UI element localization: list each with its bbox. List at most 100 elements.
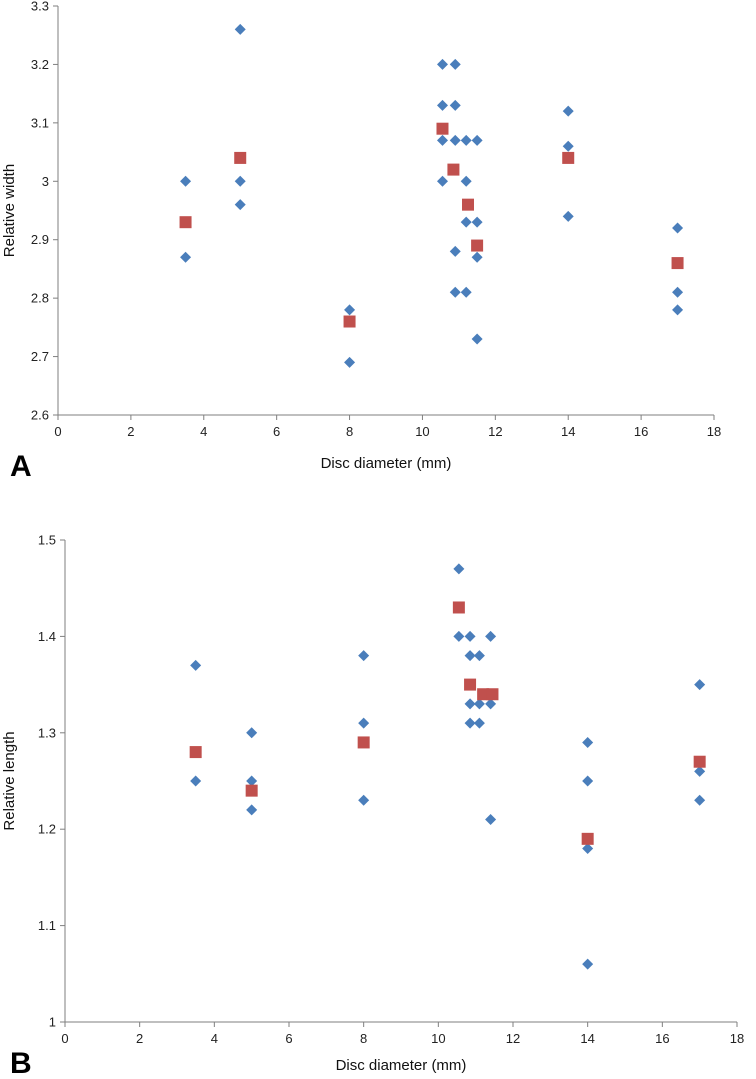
chart-b-x-axis-label: Disc diameter (mm) (336, 1057, 467, 1074)
chart-b-point-individual (694, 765, 706, 777)
chart-a-y-tick-label: 3.1 (31, 115, 49, 130)
chart-a-point-individual (449, 134, 461, 146)
chart-b-point-individual (485, 630, 497, 642)
chart-a-point-individual (180, 175, 192, 187)
chart-a: 0 2 4 6 8 10 12 14 16 18 2.6 2.7 2.8 2.9 3 3.1 3.2 3.3 Dis… (1, 0, 721, 483)
chart-b-y-tick-label: 1.1 (38, 918, 56, 933)
chart-b-x-tick-label: 14 (580, 1031, 594, 1046)
chart-a-point-mean (462, 198, 474, 211)
chart-b-point-mean (693, 755, 706, 768)
chart-a-point-individual (234, 199, 246, 211)
chart-b-point-individual (694, 794, 706, 806)
chart-b-point-mean (486, 688, 499, 701)
chart-a-point-individual (562, 140, 574, 152)
chart-b-point-mean (477, 688, 490, 701)
chart-b-y-axis-label: Relative length (1, 731, 18, 830)
chart-a-point-individual (471, 333, 483, 345)
chart-a-point-individual (460, 286, 472, 298)
chart-b-x-tick-label: 18 (730, 1031, 744, 1046)
chart-a-x-tick-label: 12 (488, 424, 502, 439)
chart-a-panel-label: A (10, 450, 32, 483)
chart-b-x-tick-label: 2 (136, 1031, 143, 1046)
chart-b-point-individual (358, 717, 370, 729)
chart-b-x-tick-label: 12 (506, 1031, 520, 1046)
chart-b-point-individual (473, 650, 485, 662)
chart-b-point-individual (464, 650, 476, 662)
chart-b-point-individual (246, 727, 258, 739)
chart-a-point-individual (672, 286, 684, 298)
chart-b-x-tick-label: 0 (61, 1031, 68, 1046)
chart-a-point-individual (436, 134, 448, 146)
chart-b-point-individual (694, 679, 706, 691)
chart-b-point-individual (464, 630, 476, 642)
chart-b-point-individual (358, 794, 370, 806)
chart-b-point-individual (473, 717, 485, 729)
chart-b-y-tick-label: 1.4 (38, 629, 56, 644)
chart-a-point-individual (180, 251, 192, 263)
chart-b-point-mean (464, 678, 477, 691)
chart-a-x-tick-label: 18 (707, 424, 721, 439)
chart-b-x-tick-label: 8 (360, 1031, 367, 1046)
chart-b-point-individual (246, 804, 258, 816)
chart-a-point-individual (234, 175, 246, 187)
chart-b-point-individual (485, 814, 497, 826)
chart-b-point-individual (190, 775, 202, 787)
chart-a-point-individual (672, 222, 684, 234)
chart-b-point-individual (485, 698, 497, 710)
chart-b-point-individual (453, 563, 465, 575)
chart-a-x-tick-label: 16 (634, 424, 648, 439)
chart-b-point-individual (582, 736, 594, 748)
chart-b-point-mean (452, 601, 465, 614)
chart-b-x-tick-label: 4 (211, 1031, 218, 1046)
chart-a-y-tick-label: 3 (42, 174, 49, 189)
chart-a-point-mean (671, 257, 684, 270)
chart-b-point-individual (582, 775, 594, 787)
chart-b-panel-label: B (10, 1047, 32, 1079)
chart-a-point-individual (672, 304, 684, 316)
chart-b-point-mean (357, 736, 370, 749)
chart-a-point-individual (436, 99, 448, 111)
chart-a-point-individual (449, 245, 461, 257)
chart-a-x-tick-label: 10 (415, 424, 429, 439)
chart-a-point-mean (343, 315, 356, 328)
chart-b-y-tick-label: 1 (49, 1015, 56, 1030)
chart-a-point-individual (562, 210, 574, 222)
chart-b-point-mean (245, 784, 258, 797)
chart-a-point-mean (234, 151, 247, 164)
chart-a-point-mean (471, 239, 484, 252)
chart-b-x-tick-label: 16 (655, 1031, 669, 1046)
chart-a-y-tick-label: 3.3 (31, 0, 49, 14)
chart-b-point-individual (473, 698, 485, 710)
chart-a-point-mean (562, 151, 575, 164)
chart-a-x-tick-label: 2 (127, 424, 134, 439)
chart-a-y-axis-label: Relative width (1, 164, 18, 257)
chart-a-point-individual (436, 58, 448, 70)
chart-a-point-mean (436, 122, 449, 135)
chart-a-x-tick-label: 14 (561, 424, 575, 439)
chart-b-point-individual (582, 958, 594, 970)
chart-b-point-mean (581, 832, 594, 845)
chart-a-point-mean (447, 163, 460, 176)
chart-a-point-individual (449, 286, 461, 298)
chart-b-x-tick-label: 10 (431, 1031, 445, 1046)
chart-a-point-individual (234, 23, 246, 35)
chart-b-point-individual (582, 842, 594, 854)
chart-a-point-individual (460, 216, 472, 228)
chart-b-y-tick-label: 1.3 (38, 725, 56, 740)
chart-a-y-tick-label: 2.6 (31, 408, 49, 423)
chart-a-point-individual (449, 99, 461, 111)
chart-b-point-individual (464, 698, 476, 710)
chart-a-point-individual (460, 175, 472, 187)
chart-b-point-individual (246, 775, 258, 787)
chart-a-y-tick-label: 2.8 (31, 291, 49, 306)
chart-a-point-individual (471, 134, 483, 146)
chart-a-x-tick-label: 6 (273, 424, 280, 439)
chart-b-point-individual (190, 659, 202, 671)
chart-a-x-axis-label: Disc diameter (mm) (321, 455, 452, 472)
chart-a-x-tick-label: 8 (346, 424, 353, 439)
chart-a-point-individual (471, 216, 483, 228)
chart-a-y-tick-label: 3.2 (31, 57, 49, 72)
chart-b-point-individual (464, 717, 476, 729)
chart-a-point-individual (344, 304, 356, 316)
